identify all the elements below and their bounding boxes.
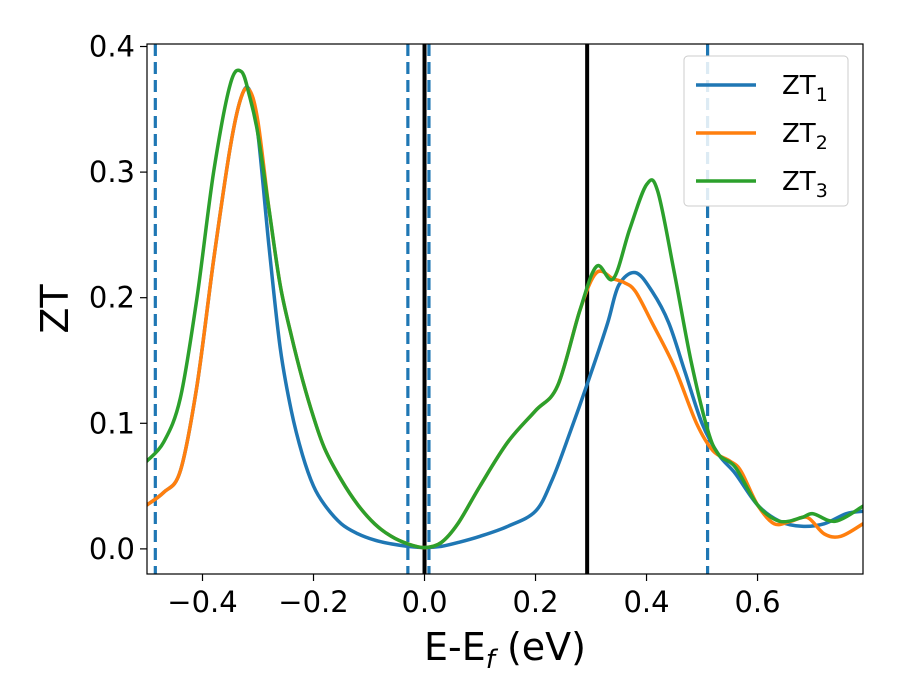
legend-label-zt1: ZT1 bbox=[782, 71, 828, 106]
y-tick-label: 0.0 bbox=[89, 532, 135, 566]
x-tick-label: 0.6 bbox=[734, 585, 780, 619]
series-layer bbox=[147, 68, 863, 550]
vertical-reference-lines bbox=[153, 44, 710, 574]
x-tick-label: −0.2 bbox=[278, 585, 348, 619]
y-axis-ticks: 0.0 0.1 0.2 0.3 0.4 bbox=[89, 30, 147, 566]
y-axis-label: ZT bbox=[33, 284, 77, 334]
x-tick-label: 0.2 bbox=[512, 585, 558, 619]
y-tick-label: 0.1 bbox=[89, 406, 135, 440]
x-axis-ticks: −0.4 −0.2 0.0 0.2 0.4 0.6 bbox=[167, 574, 781, 619]
legend-box bbox=[683, 55, 849, 207]
y-tick-label: 0.3 bbox=[89, 155, 135, 189]
plot-frame bbox=[146, 43, 864, 575]
y-tick-label: 0.4 bbox=[89, 30, 135, 64]
legend-label-zt2: ZT2 bbox=[782, 119, 828, 154]
x-tick-label: 0.4 bbox=[623, 585, 669, 619]
y-tick-label: 0.2 bbox=[89, 281, 135, 315]
legend: ZT1 ZT2 ZT3 bbox=[683, 55, 849, 207]
series-line-zt3 bbox=[147, 68, 863, 550]
x-tick-label: −0.4 bbox=[167, 585, 237, 619]
x-axis-label: E-Ef (eV) bbox=[424, 625, 586, 675]
x-tick-label: 0.0 bbox=[401, 585, 447, 619]
legend-label-zt3: ZT3 bbox=[782, 167, 828, 202]
